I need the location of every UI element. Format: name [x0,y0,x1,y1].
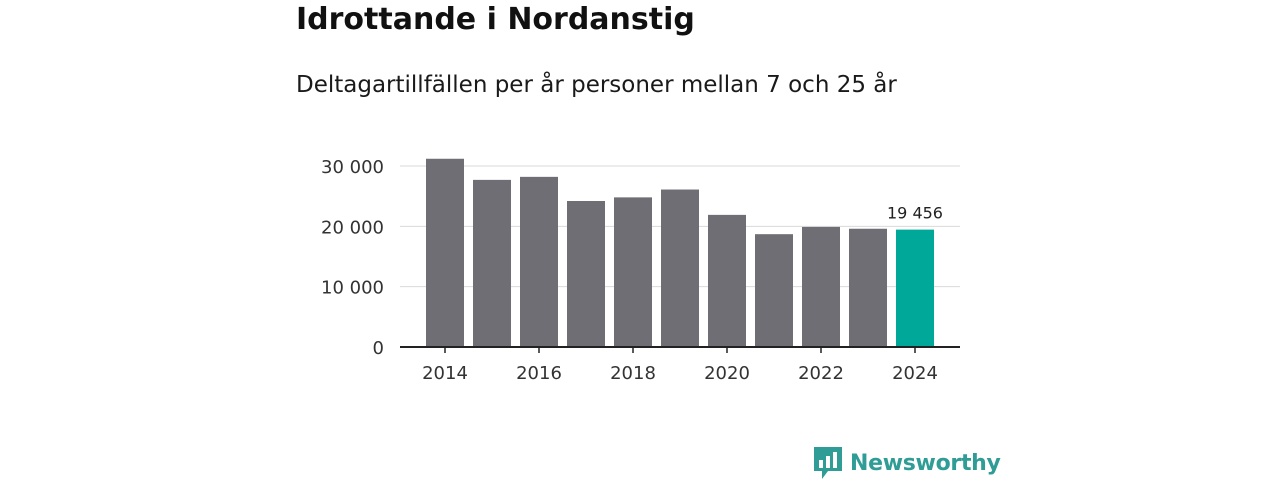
bar [426,158,464,347]
brand-logo: Newsworthy [814,446,1001,480]
x-tick-label: 2024 [892,363,938,384]
bar [661,189,699,347]
bar [802,226,840,347]
x-tick-label: 2014 [422,363,468,384]
chart-subtitle: Deltagartillfällen per år personer mella… [296,72,897,98]
x-tick-label: 2016 [516,363,562,384]
bar-highlight [896,229,934,347]
newsworthy-logo-icon [814,447,842,479]
bar [849,228,887,347]
bar [755,234,793,347]
x-tick-label: 2022 [798,363,844,384]
bar [520,176,558,347]
data-label: 19 456 [887,204,943,223]
bar [614,197,652,347]
bar-chart: 0 10 000 20 000 30 000 2014 2016 2018 2020 2022 2… [321,157,960,384]
bar [708,214,746,347]
y-tick-label: 30 000 [321,157,384,178]
x-tick-label: 2018 [610,363,656,384]
chart-title: Idrottande i Nordanstig [296,2,695,37]
y-tick-label: 20 000 [321,217,384,238]
bar [567,200,605,347]
bar [473,179,511,347]
x-tick-label: 2020 [704,363,750,384]
y-tick-label: 0 [373,338,384,359]
y-tick-label: 10 000 [321,278,384,299]
brand-name: Newsworthy [850,450,1001,476]
